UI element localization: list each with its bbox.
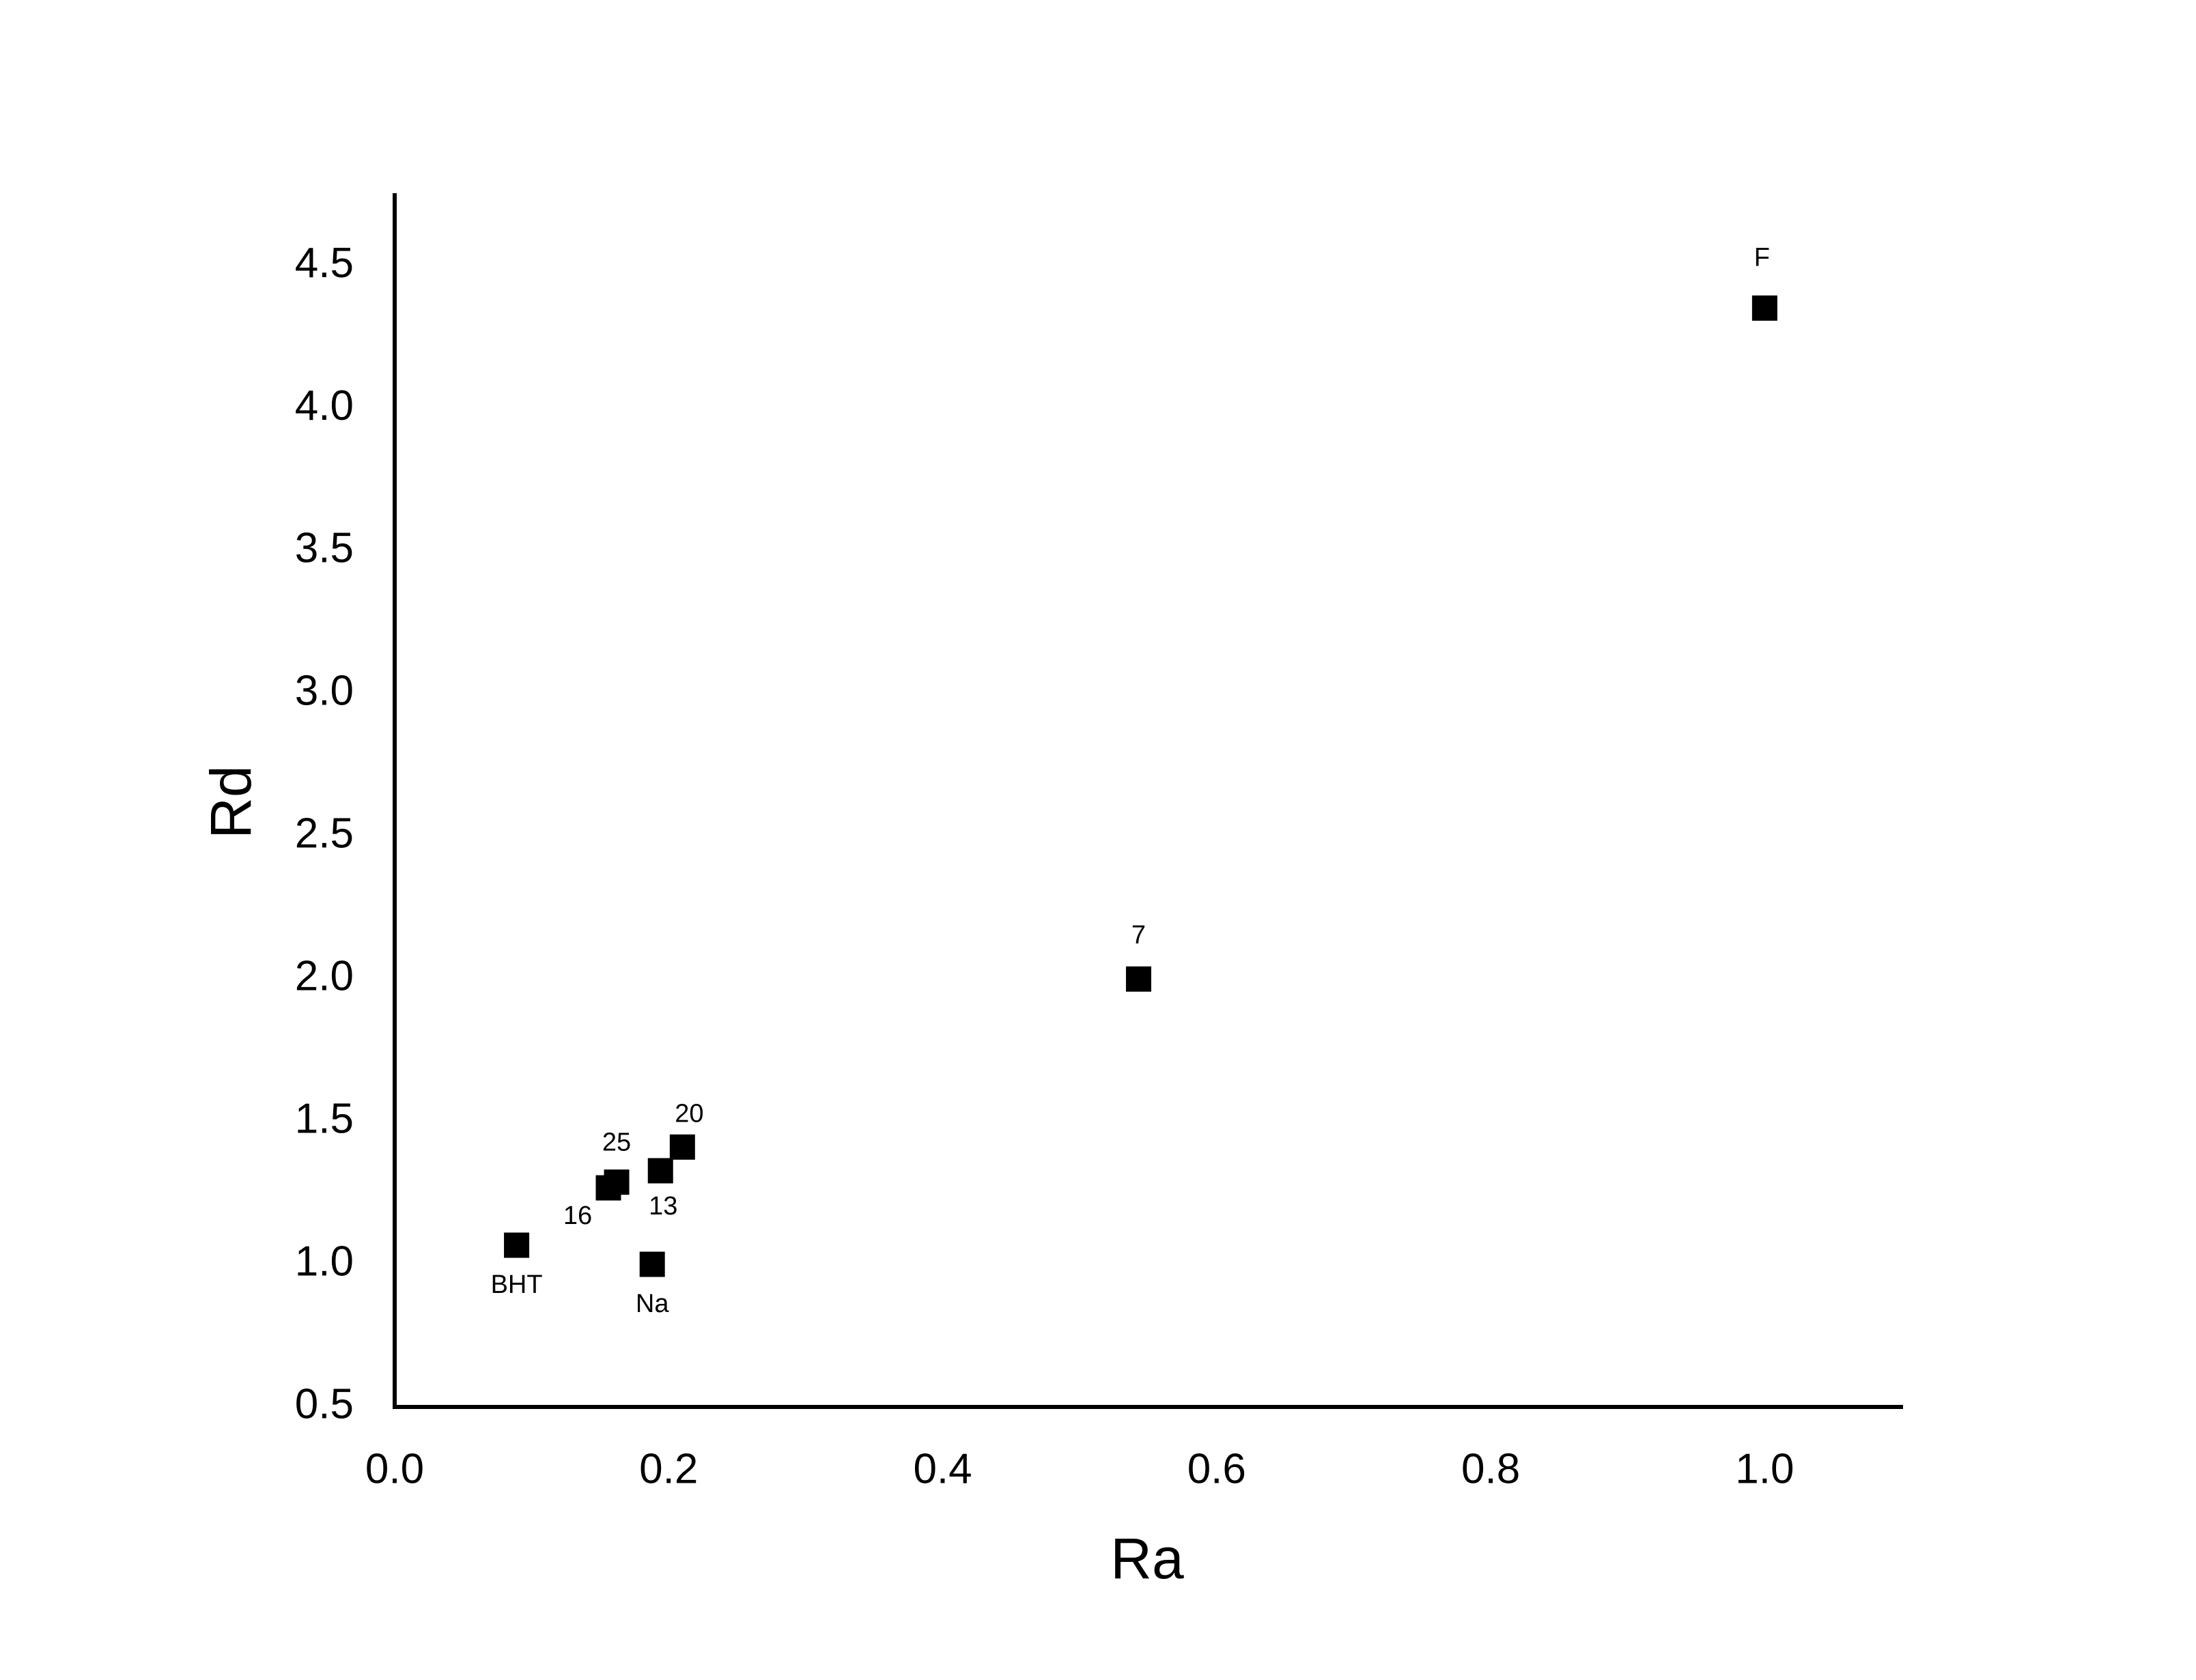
- y-tick-label: 1.0: [295, 1238, 354, 1285]
- x-tick-label: 0.2: [639, 1445, 698, 1492]
- point-label: 13: [649, 1192, 677, 1221]
- x-tick-label: 0.4: [913, 1445, 972, 1492]
- y-tick-label: 3.0: [295, 668, 354, 715]
- y-tick-label: 2.5: [295, 810, 354, 857]
- point-label: F: [1754, 243, 1770, 272]
- point: [647, 1158, 673, 1184]
- point-label: Na: [636, 1290, 669, 1318]
- y-tick-label: 0.5: [295, 1380, 354, 1427]
- point-label: 7: [1131, 921, 1146, 950]
- point: [604, 1169, 630, 1195]
- y-tick-label: 4.0: [295, 382, 354, 429]
- point: [1125, 966, 1151, 992]
- point: [1751, 295, 1777, 321]
- y-tick-label: 3.5: [295, 525, 354, 572]
- point-label: 20: [675, 1099, 703, 1128]
- x-tick-label: 0.0: [365, 1445, 424, 1492]
- x-tick-label: 1.0: [1735, 1445, 1794, 1492]
- point-label: 25: [602, 1128, 631, 1157]
- point: [639, 1251, 665, 1277]
- y-tick-label: 2.0: [295, 953, 354, 1000]
- y-axis-title: Rd: [199, 765, 263, 838]
- point: [669, 1134, 695, 1160]
- point: [504, 1232, 530, 1258]
- x-axis-title: Ra: [1110, 1526, 1184, 1591]
- x-tick-label: 0.8: [1461, 1445, 1520, 1492]
- y-tick-label: 4.5: [295, 240, 354, 287]
- y-tick-label: 1.5: [295, 1095, 354, 1142]
- x-tick-label: 0.6: [1187, 1445, 1246, 1492]
- point-label: 16: [563, 1201, 592, 1230]
- point-label: BHT: [491, 1270, 543, 1299]
